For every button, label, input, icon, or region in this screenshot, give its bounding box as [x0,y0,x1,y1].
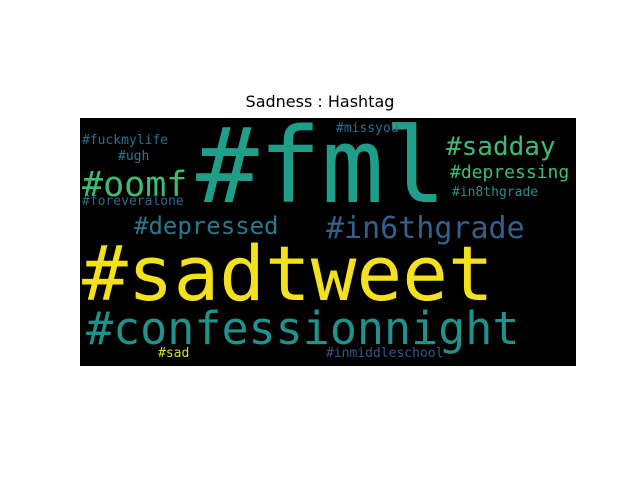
word-fml: #fml [196,118,447,227]
chart-title: Sadness : Hashtag [245,92,395,111]
word-cloud: #sadtweet #fml #confessionnight #in6thgr… [80,118,576,366]
word-sadday: #sadday [446,132,556,162]
word-missyou: #missyou [336,121,399,136]
word-foreveralone: #foreveralone [82,194,184,209]
word-sad: #sad [158,346,190,361]
word-confessionnight: #confessionnight [86,302,520,355]
word-sadtweet: #sadtweet [82,229,494,318]
word-fuckmylife: #fuckmylife [82,133,169,148]
word-in6thgrade: #in6thgrade [326,211,525,246]
word-ugh: #ugh [118,149,150,164]
word-inmiddleschool: #inmiddleschool [326,346,444,361]
word-depressed: #depressed [134,212,279,240]
word-depressing: #depressing [450,162,570,183]
word-oomf: #oomf [82,165,188,205]
word-in8thgrade: #in8thgrade [452,185,539,200]
